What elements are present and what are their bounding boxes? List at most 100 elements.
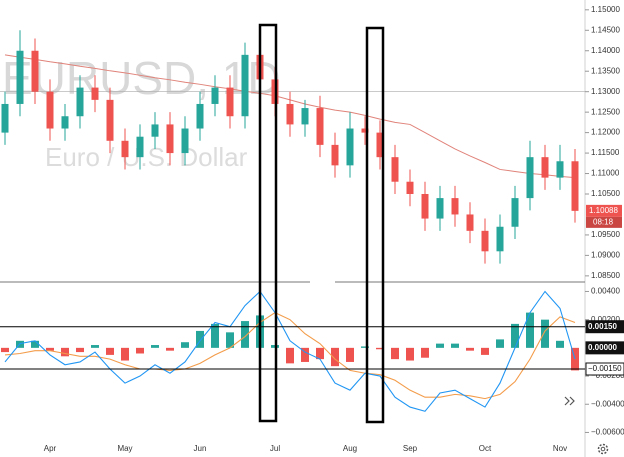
histogram-bar [301,347,309,362]
x-tick-label: Jul [270,444,280,453]
level-label: 0.00000 [588,343,617,352]
x-tick-label: Nov [553,444,567,453]
y-tick-label: −0.00200 [591,371,624,380]
candle-body [496,226,504,252]
x-tick-label: Jun [194,444,207,453]
scroll-button[interactable] [560,392,578,410]
last-price-label: 1.10088 [589,206,618,215]
last-price-box [586,204,622,217]
histogram-bar [136,347,144,354]
candle-body [151,124,159,137]
candle-body [571,161,579,211]
candle-body [481,230,489,252]
candle-body [436,198,444,219]
y-tick-label: 1.10500 [591,189,620,198]
y-tick-label: 1.14000 [591,46,620,55]
y-tick-label: 1.08500 [591,271,620,280]
candle-body [301,108,309,125]
y-tick-label: 1.09000 [591,251,620,260]
candle-body [31,50,39,92]
histogram-bar [91,345,99,348]
candle-body [556,161,564,178]
x-tick-label: Apr [44,444,57,453]
histogram-bar [346,347,354,362]
candle-body [391,157,399,182]
y-tick-label: 1.11000 [591,169,620,178]
histogram-bar [241,321,249,348]
histogram-bar [1,347,9,353]
histogram-bar [151,345,159,348]
countdown-box [586,216,622,228]
histogram-bar [181,342,189,348]
candle-body [16,50,24,104]
y-tick-label: 1.14500 [591,25,620,34]
watermark-title: EURUSD, 1D [2,52,281,104]
histogram-bar [46,347,54,351]
highlight-box [365,26,385,424]
candle-body [1,103,9,133]
y-tick-label: −0.00400 [591,399,624,408]
candle-body [541,157,549,178]
settings-button[interactable] [597,443,609,455]
candle-body [526,157,534,199]
histogram-bar [211,323,219,348]
candle-body [166,124,174,154]
y-tick-label: 1.13000 [591,87,620,96]
candle-body [511,198,519,227]
histogram-bar [361,346,369,348]
level-box [585,320,624,334]
y-tick-label: 1.11500 [591,148,620,157]
candle-body [316,108,324,145]
candle-body [76,87,84,117]
x-tick-label: Sep [403,444,418,453]
histogram-bar [166,347,174,351]
y-tick-label: 1.13500 [591,66,620,75]
histogram-bar [436,343,444,348]
histogram-bar [451,343,459,348]
histogram-bar [496,339,504,348]
level-label: −0.00150 [588,364,622,373]
y-tick-label: 1.09500 [591,230,620,239]
histogram-bar [376,347,384,350]
level-label: 0.00150 [588,322,617,331]
highlight-box [258,23,278,423]
y-tick-label: −0.00600 [591,428,624,437]
candle-body [61,116,69,129]
y-tick-label: 1.12000 [591,128,620,137]
histogram-bar [511,323,519,348]
y-tick-label: 1.15000 [591,5,620,14]
histogram-bar [226,332,234,348]
candle-body [91,87,99,100]
level-box [585,341,624,355]
histogram-bar [316,347,324,360]
candle-body [451,198,459,215]
level-box [585,362,624,376]
y-tick-label: 0.00200 [591,315,620,324]
candle-body [46,91,54,129]
histogram-bar [31,340,39,348]
candle-body [346,128,354,166]
candle-body [406,181,414,195]
x-tick-label: Aug [343,444,357,453]
candle-body [286,103,294,125]
candle-body [331,144,339,166]
candle-body [421,194,429,219]
histogram-bar [196,330,204,348]
candle-body [226,87,234,117]
candle-body [181,128,189,154]
y-tick-label: 1.12500 [591,107,620,116]
histogram-bar [286,347,294,364]
histogram-bar [421,347,429,358]
histogram-bar [526,312,534,348]
histogram-bar [466,347,474,351]
histogram-bar [556,340,564,348]
x-tick-label: Oct [479,444,492,453]
candle-body [106,99,114,141]
countdown-label: 08:18 [593,217,614,226]
histogram-bar [76,347,84,353]
watermark-subtitle: Euro / U.S. Dollar [45,142,248,172]
candle-body [376,132,384,158]
candle-body [211,87,219,104]
